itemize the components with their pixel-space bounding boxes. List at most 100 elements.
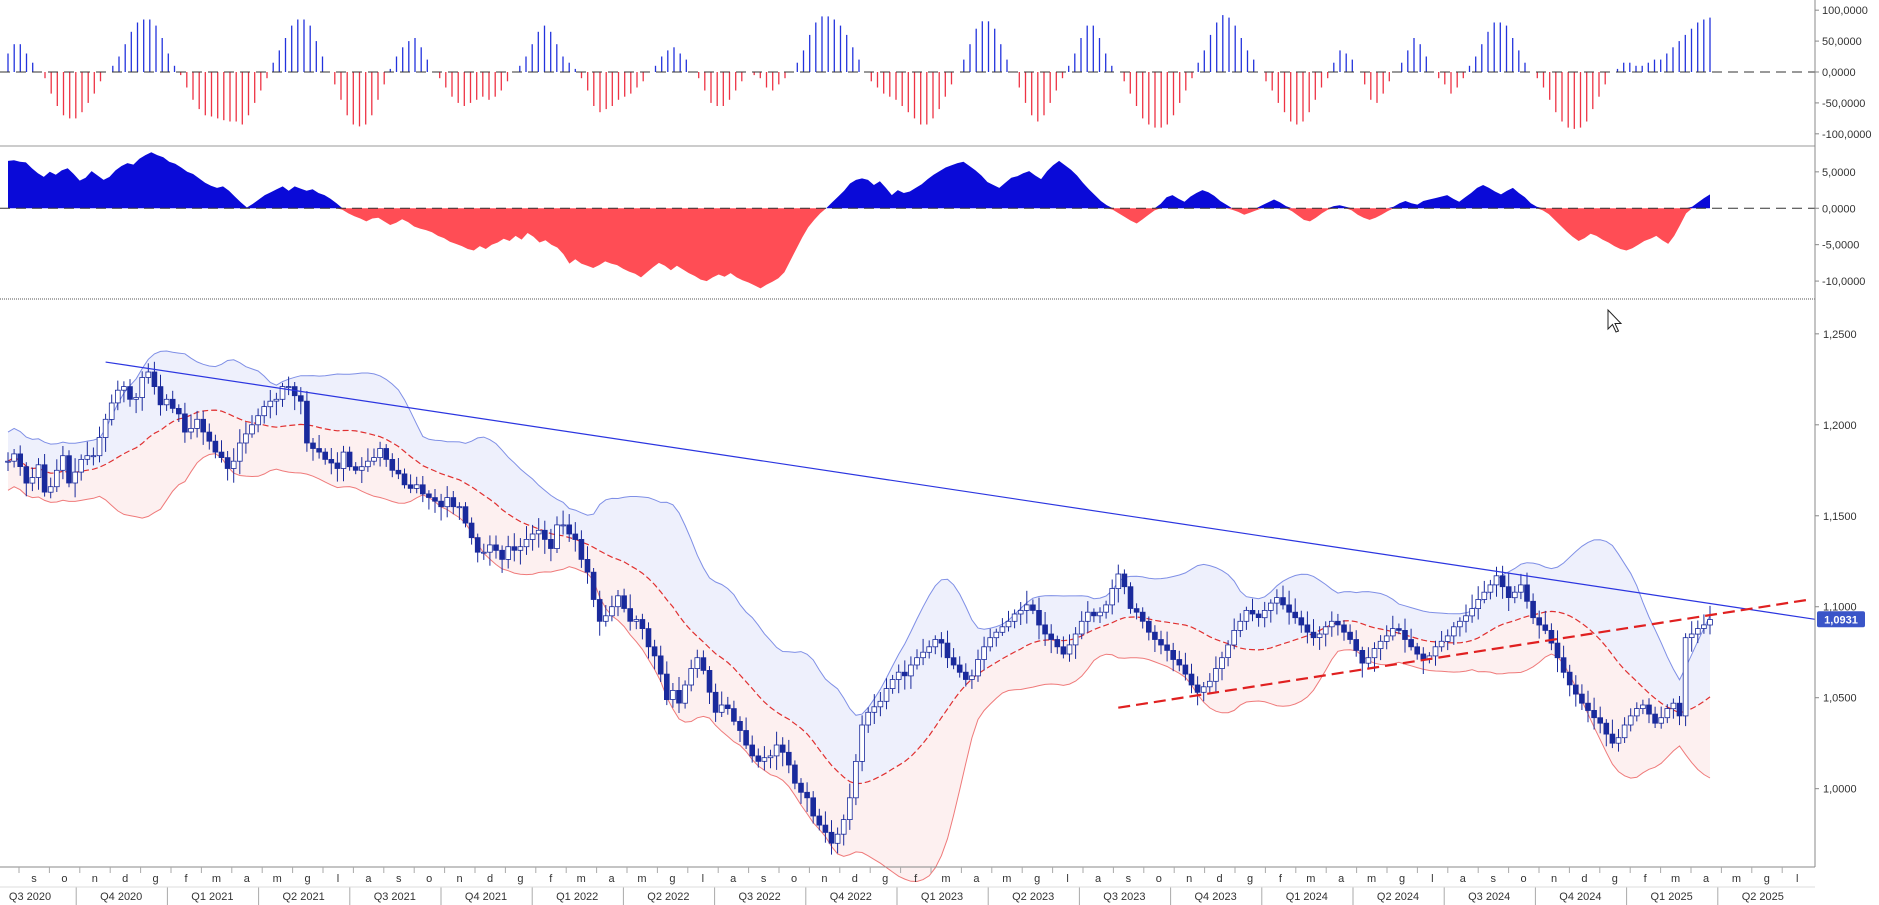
candle <box>920 651 926 659</box>
descending-trendline[interactable] <box>105 361 1816 620</box>
candle <box>1170 650 1177 660</box>
candle <box>1390 628 1396 637</box>
candle <box>1139 611 1146 622</box>
x-month-label: a <box>973 873 980 885</box>
candle <box>139 377 146 398</box>
candle <box>1621 724 1628 739</box>
x-month-label: g <box>517 873 523 885</box>
candle <box>383 448 389 460</box>
candle <box>480 551 487 554</box>
x-month-label: o <box>791 873 797 885</box>
candle <box>310 442 316 449</box>
candle <box>657 655 664 675</box>
candle <box>1475 599 1482 610</box>
candle <box>603 615 609 622</box>
candle <box>1213 668 1219 682</box>
candle <box>1066 644 1073 655</box>
candle <box>670 690 676 700</box>
candle <box>956 664 963 673</box>
x-month-label: s <box>31 873 37 885</box>
candle <box>505 546 511 560</box>
candle <box>157 386 164 406</box>
candle <box>1133 608 1140 613</box>
y-tick-label: -5,0000 <box>1822 240 1859 252</box>
candle <box>1353 639 1360 651</box>
candle <box>1499 575 1506 588</box>
x-month-label: m <box>637 873 646 885</box>
candle <box>1280 597 1286 606</box>
candle <box>981 646 987 660</box>
x-month-label: d <box>487 873 493 885</box>
y-tick-label: 50,0000 <box>1822 36 1862 48</box>
candle <box>334 462 341 469</box>
x-month-label: f <box>1644 873 1648 885</box>
x-quarter-label: Q1 2022 <box>556 891 598 903</box>
y-tick-label: 100,0000 <box>1822 5 1868 17</box>
candle <box>1261 610 1268 619</box>
candle <box>1024 604 1030 611</box>
last-price-tag: 1,0931 <box>1817 611 1865 628</box>
x-quarter-label: Q4 2024 <box>1559 891 1601 903</box>
candle <box>1566 671 1573 686</box>
candle <box>712 691 719 713</box>
x-quarter-label: Q3 2024 <box>1468 891 1510 903</box>
candle <box>1243 610 1250 622</box>
candle <box>676 690 682 704</box>
candle <box>200 418 207 433</box>
candle <box>1518 584 1524 593</box>
candle <box>218 451 225 459</box>
candle <box>1121 573 1128 588</box>
candle <box>1469 608 1475 617</box>
candle <box>426 493 432 498</box>
moving-average-midline <box>7 409 1711 785</box>
candle <box>639 619 646 630</box>
x-month-label: m <box>1671 873 1680 885</box>
x-month-label: m <box>1306 873 1315 885</box>
candle <box>743 730 749 746</box>
candle <box>584 559 591 573</box>
candle <box>1011 613 1018 622</box>
candle <box>554 524 560 550</box>
y-tick-label: 0,0000 <box>1822 203 1856 215</box>
x-month-label: g <box>1612 873 1618 885</box>
x-month-label: d <box>1217 873 1223 885</box>
y-tick-label: 5,0000 <box>1822 167 1856 179</box>
candle <box>236 442 243 462</box>
candle <box>224 457 231 469</box>
candle <box>651 646 658 657</box>
candle <box>548 539 554 549</box>
candlesticks <box>5 361 1713 855</box>
candle <box>5 460 11 463</box>
candle <box>737 721 743 731</box>
x-month-label: g <box>1399 873 1405 885</box>
candle <box>474 537 481 553</box>
area-negative-fill <box>8 208 1710 289</box>
candle <box>609 606 615 617</box>
bollinger-upper-fill <box>8 351 1710 784</box>
candle <box>1078 620 1085 635</box>
candle <box>1182 664 1189 675</box>
x-month-label: g <box>882 873 888 885</box>
candle <box>1481 591 1488 600</box>
candle <box>133 397 139 400</box>
candle <box>700 657 707 671</box>
x-month-label: n <box>457 873 463 885</box>
last-price-label: 1,0931 <box>1824 614 1858 626</box>
candle <box>121 386 127 391</box>
candle <box>230 460 237 469</box>
candle <box>938 639 945 644</box>
x-month-label: l <box>702 873 704 885</box>
ascending-support-line[interactable] <box>1118 598 1811 709</box>
candle <box>1640 704 1646 709</box>
candle <box>413 484 420 489</box>
candle <box>346 451 353 468</box>
candle <box>908 664 914 677</box>
candle <box>316 448 322 453</box>
x-month-label: a <box>365 873 372 885</box>
candle <box>1548 630 1555 644</box>
candle <box>816 815 823 826</box>
candle <box>1451 626 1457 637</box>
candle <box>11 453 17 462</box>
candle <box>767 755 774 759</box>
